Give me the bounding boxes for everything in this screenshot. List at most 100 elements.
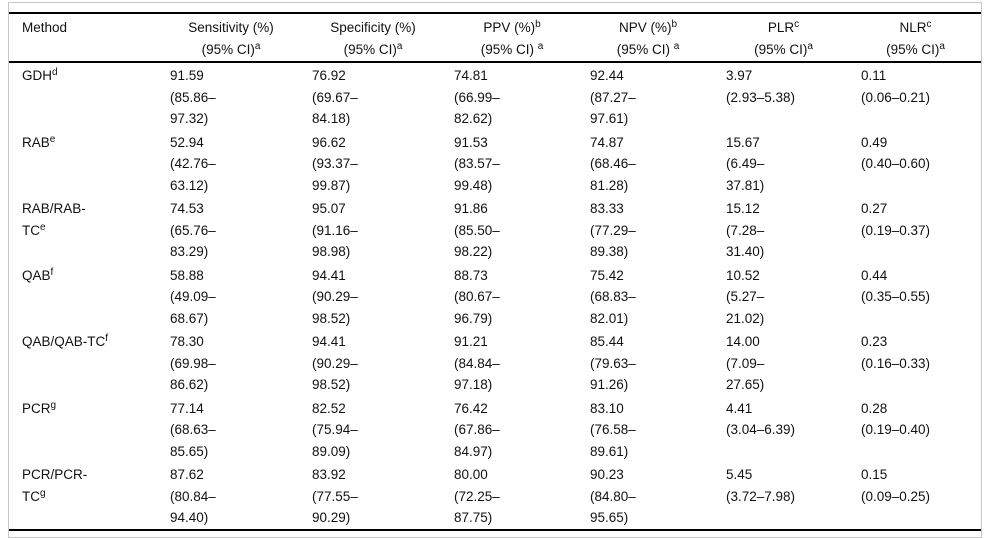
cell-line: 94.40) (170, 510, 209, 525)
cell-ppv: 80.00 (72.25– 87.75) (444, 464, 580, 529)
cell-line: 86.62) (170, 377, 209, 392)
cell-line: 96.62 (312, 134, 346, 150)
cell-line: (84.84– (454, 355, 500, 371)
cell-line: (93.37– (312, 156, 358, 171)
cell-sensitivity: 52.94 (42.76– 63.12) (160, 132, 302, 197)
cell-line: 37.81) (726, 177, 765, 193)
cell-line: 97.32) (170, 111, 209, 126)
cell-line: (68.46– (590, 156, 636, 171)
cell-line: 91.59 (170, 68, 204, 83)
table-body: GDHd 91.59 (85.86– 97.32) 76.92 (69.67– 84.18)… (9, 63, 981, 529)
column-header-nlr: NLRc (95% CI)a (851, 17, 980, 60)
cell-line: 95.07 (312, 201, 346, 216)
cell-nlr: 0.49 (0.40–0.60) (851, 132, 980, 197)
cell-line: (49.09– (170, 289, 216, 304)
cell-line: (0.40–0.60) (861, 156, 931, 171)
cell-line: 91.53 (454, 134, 488, 150)
cell-line: 97.18) (454, 377, 493, 392)
header-line: (95% CI)a (201, 40, 261, 57)
cell-line: 31.40) (726, 244, 765, 259)
cell-line: 83.33 (590, 201, 624, 216)
cell-line: 99.87) (312, 177, 351, 193)
cell-line: 58.88 (170, 267, 204, 283)
cell-ppv: 76.42 (67.86– 84.97) (444, 398, 580, 463)
cell-line: 15.67 (726, 134, 760, 150)
cell-line: 0.27 (861, 201, 888, 216)
cell-line: 74.87 (590, 134, 624, 150)
cell-plr: 15.12 (7.28– 31.40) (716, 198, 851, 263)
cell-line: 82.01) (590, 310, 629, 326)
cell-line: (3.72–7.98) (726, 488, 796, 504)
cell-line: (42.76– (170, 156, 216, 171)
cell-line: 0.49 (861, 134, 888, 150)
cell-plr: 4.41 (3.04–6.39) (716, 398, 851, 463)
column-header-specificity: Specificity (%) (95% CI)a (302, 17, 444, 60)
cell-method: RAB/RAB- TCe (9, 198, 160, 263)
cell-line: 87.75) (454, 510, 493, 525)
cell-specificity: 76.92 (69.67– 84.18) (302, 65, 444, 130)
cell-line: (0.06–0.21) (861, 89, 931, 105)
cell-plr: 15.67 (6.49– 37.81) (716, 132, 851, 197)
cell-line: (5.27– (726, 289, 765, 304)
table-row: RABe 52.94 (42.76– 63.12) 96.62 (93.37– 99.87)… (9, 130, 981, 197)
cell-line: RABe (22, 133, 56, 150)
cell-specificity: 82.52 (75.94– 89.09) (302, 398, 444, 463)
cell-specificity: 96.62 (93.37– 99.87) (302, 132, 444, 197)
cell-npv: 74.87 (68.46– 81.28) (580, 132, 716, 197)
header-line: Method (22, 20, 68, 35)
cell-line: 83.29) (170, 244, 209, 259)
cell-line: 75.42 (590, 267, 624, 283)
cell-line: 91.21 (454, 334, 488, 349)
cell-line: (84.80– (590, 488, 636, 504)
table-header-row: Method Sensitivity (%) (95% CI)a Specificit… (9, 14, 981, 61)
column-header-plr: PLRc (95% CI)a (716, 17, 851, 60)
cell-nlr: 0.11 (0.06–0.21) (851, 65, 980, 130)
cell-method: QABf (9, 265, 160, 330)
cell-line: 81.28) (590, 177, 629, 193)
header-line: (95% CI)a (754, 40, 813, 57)
cell-line: (0.35–0.55) (861, 289, 931, 304)
cell-nlr: 0.27 (0.19–0.37) (851, 198, 980, 263)
cell-line: 3.97 (726, 68, 753, 83)
cell-line: 10.52 (726, 267, 760, 283)
cell-npv: 90.23 (84.80– 95.65) (580, 464, 716, 529)
cell-line: 84.97) (454, 443, 493, 459)
cell-line: (68.83– (590, 289, 636, 304)
cell-line: 95.65) (590, 510, 629, 525)
cell-sensitivity: 58.88 (49.09– 68.67) (160, 265, 302, 330)
cell-line: 91.86 (454, 201, 488, 216)
header-line: PPV (%)b (483, 19, 541, 36)
cell-line: 4.41 (726, 400, 753, 416)
cell-line: 21.02) (726, 310, 765, 326)
table-row: GDHd 91.59 (85.86– 97.32) 76.92 (69.67– 84.18)… (9, 63, 981, 130)
cell-line: 89.38) (590, 244, 629, 259)
header-line: NPV (%)b (618, 19, 678, 36)
cell-line: 80.00 (454, 467, 488, 482)
cell-line: (80.67– (454, 289, 500, 304)
cell-line: (0.19–0.37) (861, 222, 931, 238)
table-frame: Method Sensitivity (%) (95% CI)a Specificit… (8, 2, 982, 538)
cell-line: 74.53 (170, 201, 204, 216)
cell-line: (85.50– (454, 222, 500, 238)
cell-line: (7.28– (726, 222, 765, 238)
cell-line: 84.18) (312, 111, 351, 126)
cell-line: (0.09–0.25) (861, 488, 931, 504)
cell-line: (65.76– (170, 222, 216, 238)
cell-line: GDHd (22, 67, 58, 84)
column-header-method: Method (9, 17, 160, 60)
cell-line: 90.23 (590, 467, 624, 482)
column-header-npv: NPV (%)b (95% CI) a (580, 17, 716, 60)
cell-line: 14.00 (726, 334, 760, 349)
cell-specificity: 95.07 (91.16– 98.98) (302, 198, 444, 263)
cell-sensitivity: 74.53 (65.76– 83.29) (160, 198, 302, 263)
cell-line: 99.48) (454, 177, 493, 193)
cell-sensitivity: 78.30 (69.98– 86.62) (160, 331, 302, 396)
cell-line: (7.09– (726, 355, 765, 371)
cell-line: (79.63– (590, 355, 636, 371)
table-row: RAB/RAB- TCe 74.53 (65.76– 83.29) 95.07 (91.16… (9, 196, 981, 263)
cell-line: 97.61) (590, 111, 629, 126)
cell-line: 92.44 (590, 68, 624, 83)
table-row: PCR/PCR- TCg 87.62 (80.84– 94.40) 83.92 (77.55… (9, 462, 981, 529)
header-line: (95% CI) a (616, 40, 680, 57)
cell-line: (3.04–6.39) (726, 422, 796, 437)
